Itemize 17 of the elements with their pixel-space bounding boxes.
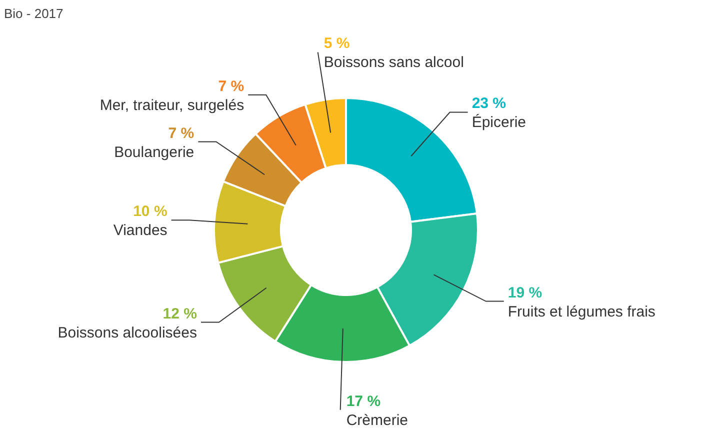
slice-label: Boissons alcoolisées bbox=[58, 324, 197, 342]
text: Bio - 2017 bbox=[4, 6, 64, 21]
data-label: 17 % bbox=[346, 392, 381, 410]
slice-label: Mer, traiteur, surgelés bbox=[100, 96, 244, 114]
slice-label: Crèmerie bbox=[346, 412, 408, 429]
slice-label: Épicerie bbox=[472, 113, 526, 132]
slice-label: Viandes bbox=[113, 222, 168, 240]
slice-label: Fruits et légumes frais bbox=[508, 303, 656, 320]
data-label: 5 % bbox=[324, 35, 350, 52]
slice-label: Boissons sans alcool bbox=[324, 54, 464, 72]
data-label: 7 % bbox=[168, 124, 194, 142]
slice-label: Boulangerie bbox=[114, 144, 194, 161]
data-label: 23 % bbox=[472, 95, 506, 112]
data-label: 7 % bbox=[218, 78, 244, 95]
data-label: 19 % bbox=[508, 284, 542, 302]
data-label: 10 % bbox=[133, 203, 168, 220]
data-label: 12 % bbox=[162, 305, 197, 322]
